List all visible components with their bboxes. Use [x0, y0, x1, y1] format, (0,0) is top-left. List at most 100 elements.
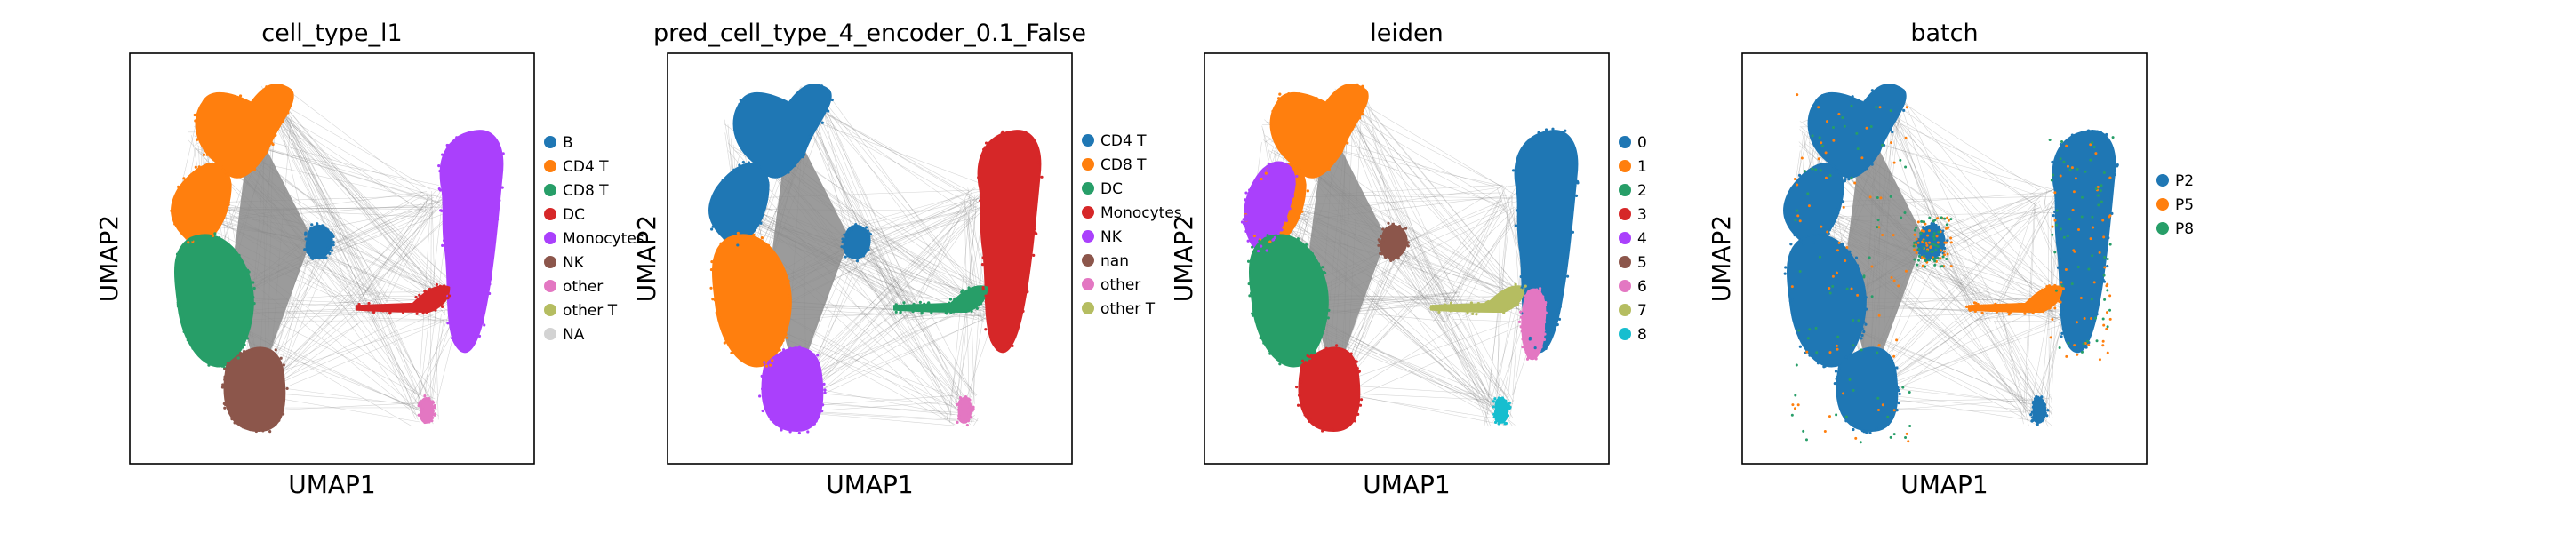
chart-panel-4: batch UMAP1 UMAP2 P2 P5 P8: [1707, 20, 2194, 499]
legend-label: other: [563, 278, 603, 296]
y-axis-label: UMAP2: [1169, 215, 1198, 303]
legend-label: CD8 T: [1100, 156, 1147, 174]
x-axis-label: UMAP1: [826, 470, 914, 499]
legend-marker: [1082, 302, 1094, 314]
legend-marker: [544, 232, 556, 244]
legend-label: 6: [1637, 278, 1647, 296]
scatter-points: [170, 85, 505, 434]
legend-marker: [1082, 158, 1094, 171]
panel-title: batch: [1910, 20, 1978, 47]
legend-label: 1: [1637, 158, 1647, 176]
legend-label: P5: [2175, 196, 2194, 214]
legend: P2 P5 P8: [2156, 172, 2194, 238]
legend-label: DC: [1100, 180, 1123, 198]
x-axis-label: UMAP1: [1363, 470, 1451, 499]
legend-label: 8: [1637, 326, 1647, 344]
legend-marker: [1619, 208, 1631, 220]
legend-label: nan: [1100, 252, 1129, 270]
legend-marker: [1619, 256, 1631, 268]
legend-marker: [1619, 136, 1631, 148]
legend-marker: [1619, 184, 1631, 196]
legend-marker: [1082, 230, 1094, 243]
legend-marker: [544, 256, 556, 268]
plot-area: [170, 84, 505, 434]
legend-label: other T: [563, 302, 618, 320]
legend-marker: [544, 208, 556, 220]
legend-marker: [544, 304, 556, 316]
x-axis-label: UMAP1: [1900, 470, 1988, 499]
panel-title: leiden: [1370, 20, 1443, 47]
y-axis-label: UMAP2: [94, 215, 124, 303]
chart-panel-1: cell_type_l1 UMAP1 UMAP2 B CD4 T CD8 T DC Monoc…: [94, 20, 644, 499]
cluster-region-left-mass-top: [708, 84, 832, 244]
legend: CD4 T CD8 T DC Monocytes NK nan other other T: [1082, 132, 1182, 318]
cluster-region-right-mass: [439, 130, 504, 354]
legend-marker: [544, 328, 556, 340]
cluster-region-bottom-blob: [223, 346, 286, 432]
legend-marker: [1619, 328, 1631, 340]
legend-marker: [2156, 222, 2169, 235]
legend-label: DC: [563, 206, 585, 224]
legend-marker: [1619, 232, 1631, 244]
cluster-region-bridge: [892, 285, 988, 313]
legend-marker: [544, 184, 556, 196]
scatter-points: [1240, 83, 1580, 433]
legend-marker: [1619, 280, 1631, 292]
legend-marker: [544, 280, 556, 292]
panel-title: pred_cell_type_4_encoder_0.1_False: [653, 20, 1086, 47]
legend-label: Monocytes: [563, 230, 644, 248]
chart-panel-3: leiden UMAP1 UMAP2 0 1 2 3 4 5 6 7 8: [1169, 20, 1647, 499]
legend-label: P8: [2175, 220, 2194, 238]
cluster-region-bridge: [1429, 285, 1525, 313]
batch-speckle: [1790, 93, 2115, 444]
panel-title: cell_type_l1: [261, 20, 402, 47]
legend-label: NK: [563, 254, 585, 272]
legend-label: CD8 T: [563, 182, 609, 200]
scatter-points: [1783, 87, 2119, 434]
legend-marker: [1082, 206, 1094, 219]
plot-area: [1783, 84, 2119, 444]
legend-marker: [2156, 174, 2169, 187]
legend-label: 5: [1637, 254, 1647, 272]
legend-label: 7: [1637, 302, 1647, 320]
cluster-region-bottom-blob: [1836, 346, 1899, 432]
legend-label: 0: [1637, 134, 1647, 152]
axes-frame: [1204, 52, 1610, 465]
plot-area: [1240, 83, 1580, 433]
legend-marker: [544, 160, 556, 172]
legend-label: other: [1100, 276, 1140, 294]
axes-frame: [129, 52, 535, 465]
legend-marker: [1082, 134, 1094, 147]
legend: B CD4 T CD8 T DC Monocytes NK other other T NA: [544, 134, 644, 344]
cluster-region-right-mass: [977, 130, 1042, 354]
legend-marker: [1082, 278, 1094, 290]
y-axis-label: UMAP2: [632, 215, 661, 303]
legend-marker: [1082, 254, 1094, 266]
legend-label: CD4 T: [1100, 132, 1147, 150]
cluster-region-right-lower-tail: [1521, 288, 1547, 361]
legend-label: NK: [1100, 228, 1123, 246]
legend-marker: [544, 136, 556, 148]
cluster-region-left-mass-top: [1783, 84, 1907, 244]
y-axis-label: UMAP2: [1707, 215, 1736, 303]
legend-label: B: [563, 134, 573, 152]
legend-marker: [1082, 182, 1094, 195]
x-axis-label: UMAP1: [288, 470, 376, 499]
legend-label: 2: [1637, 182, 1647, 200]
legend-label: other T: [1100, 300, 1156, 318]
legend-label: P2: [2175, 172, 2194, 190]
legend-label: 3: [1637, 206, 1647, 224]
legend-label: NA: [563, 326, 585, 344]
legend-marker: [1619, 160, 1631, 172]
scatter-points: [709, 84, 1044, 435]
axes-frame: [1741, 52, 2148, 465]
cluster-region-left-mass-top: [171, 84, 294, 244]
chart-panel-2: pred_cell_type_4_encoder_0.1_False UMAP1 U…: [632, 20, 1182, 499]
legend-label: CD4 T: [563, 158, 609, 176]
legend-marker: [1619, 304, 1631, 316]
legend-label: 4: [1637, 230, 1647, 248]
legend: 0 1 2 3 4 5 6 7 8: [1619, 134, 1647, 344]
legend-marker: [2156, 198, 2169, 211]
plot-area: [708, 84, 1044, 435]
